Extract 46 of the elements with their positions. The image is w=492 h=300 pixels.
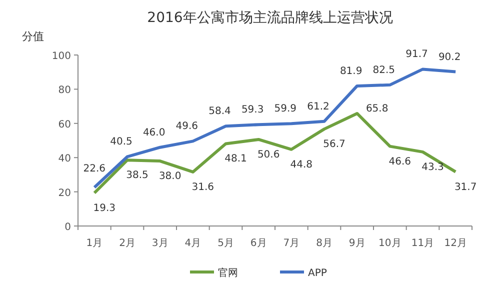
- y-tick-label: 80: [58, 85, 71, 96]
- x-tick-label: 11月: [411, 238, 434, 249]
- chart-title: 2016年公寓市场主流品牌线上运营状况: [147, 10, 393, 26]
- x-tick-label: 9月: [348, 238, 366, 249]
- data-label: 46.0: [142, 127, 166, 138]
- y-tick-label: 100: [52, 51, 71, 62]
- data-label: 46.6: [388, 156, 412, 168]
- x-tick-label: 6月: [250, 238, 267, 249]
- x-tick-label: 7月: [283, 238, 300, 249]
- legend-label: APP: [308, 268, 327, 279]
- data-label: 56.7: [323, 139, 346, 150]
- data-label: 50.6: [257, 149, 280, 160]
- y-tick-label: 60: [58, 119, 71, 130]
- data-label: 31.6: [192, 182, 214, 193]
- y-tick-label: 40: [58, 154, 71, 165]
- data-label: 19.3: [93, 202, 116, 214]
- data-label: 90.2: [438, 52, 461, 63]
- legend-label: 官网: [218, 267, 238, 279]
- x-tick-label: 4月: [184, 238, 202, 249]
- data-label: 31.7: [454, 182, 477, 193]
- data-label: 59.3: [241, 104, 264, 116]
- data-label: 40.5: [110, 136, 132, 148]
- x-tick-label: 12月: [444, 238, 467, 249]
- y-axis-title: 分值: [22, 30, 44, 43]
- x-tick-label: 5月: [218, 238, 234, 249]
- data-label: 44.8: [290, 159, 313, 170]
- data-label: 65.8: [366, 103, 388, 114]
- data-label: 43.3: [422, 162, 444, 173]
- x-tick-label: 8月: [316, 238, 332, 249]
- data-label: 91.7: [406, 49, 428, 60]
- data-label: 49.6: [176, 121, 198, 132]
- y-tick-label: 20: [58, 188, 71, 199]
- y-tick-label: 0: [64, 222, 71, 233]
- data-label: 22.6: [83, 163, 106, 174]
- data-label: 58.4: [208, 106, 231, 118]
- x-tick-label: 10月: [378, 238, 402, 249]
- data-label: 61.2: [307, 101, 330, 112]
- x-tick-label: 1月: [86, 238, 103, 249]
- data-label: 81.9: [340, 66, 362, 77]
- data-label: 38.0: [158, 171, 182, 182]
- x-tick-label: 3月: [152, 238, 168, 249]
- data-label: 48.1: [224, 154, 247, 165]
- data-label: 82.5: [372, 64, 396, 76]
- data-label: 59.9: [274, 104, 297, 115]
- data-label: 38.5: [126, 170, 148, 182]
- x-tick-label: 2月: [119, 238, 136, 249]
